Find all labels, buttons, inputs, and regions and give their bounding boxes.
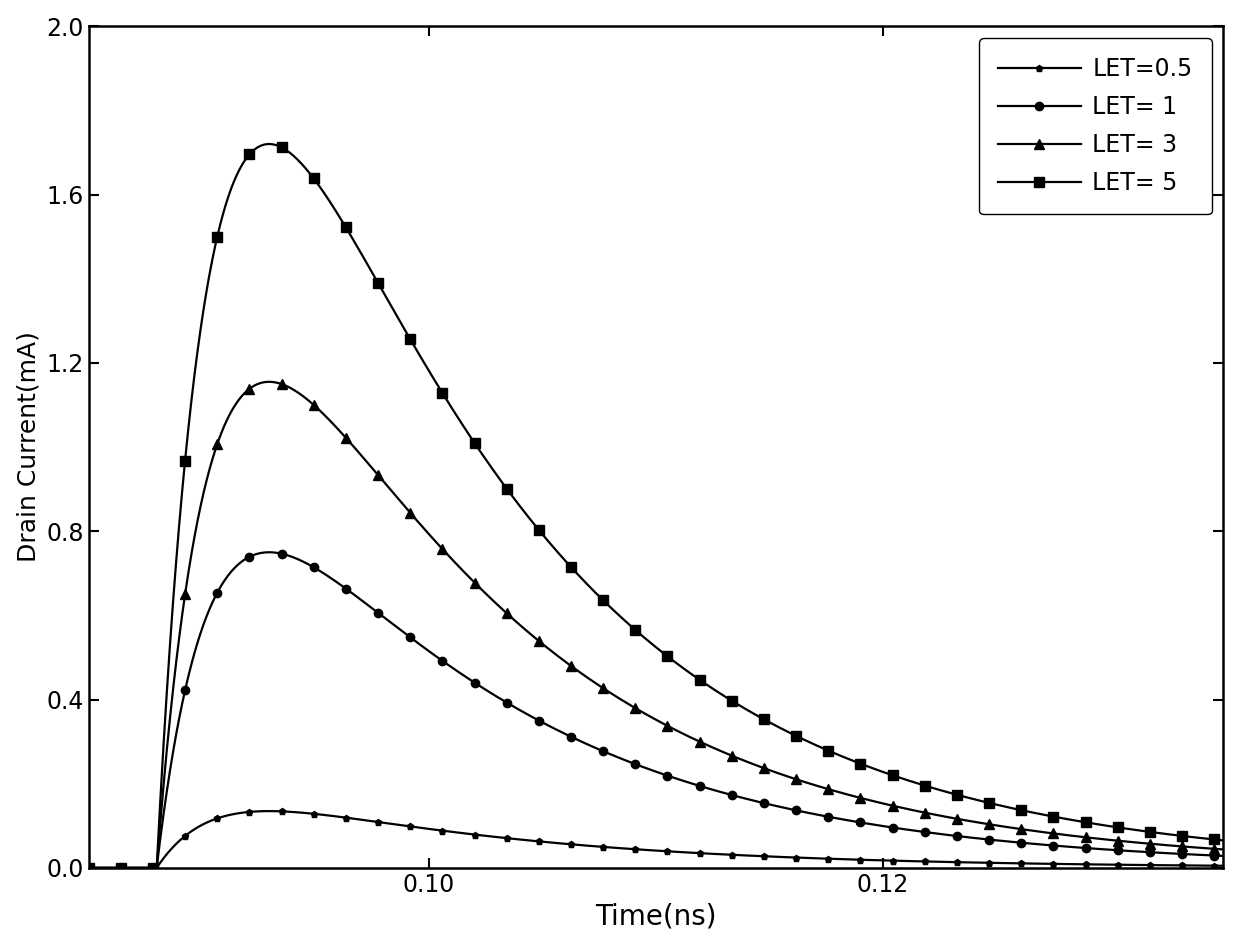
LET= 5 — [1216, 834, 1231, 846]
LET= 3 — [211, 437, 226, 448]
Line: LET= 1: LET= 1 — [84, 548, 1228, 872]
Line: LET=0.5: LET=0.5 — [86, 808, 1226, 871]
LET=0.5 — [262, 805, 277, 816]
LET=0.5 — [517, 834, 532, 846]
LET= 3 — [517, 623, 532, 634]
LET= 1 — [517, 706, 532, 718]
LET= 5 — [1194, 832, 1209, 844]
LET= 1 — [565, 732, 580, 743]
Legend: LET=0.5, LET= 1, LET= 3, LET= 5: LET=0.5, LET= 1, LET= 3, LET= 5 — [980, 38, 1211, 214]
LET= 1 — [211, 585, 226, 597]
LET=0.5 — [1216, 860, 1231, 871]
LET= 1 — [262, 546, 277, 558]
LET= 5 — [278, 144, 293, 155]
X-axis label: Time(ns): Time(ns) — [595, 902, 717, 930]
Y-axis label: Drain Current(mA): Drain Current(mA) — [16, 331, 41, 563]
LET= 5 — [565, 563, 580, 575]
LET= 3 — [565, 662, 580, 673]
Line: LET= 3: LET= 3 — [84, 377, 1228, 873]
LET=0.5 — [211, 813, 226, 824]
LET=0.5 — [1194, 860, 1209, 871]
LET=0.5 — [81, 862, 95, 873]
LET=0.5 — [1071, 859, 1086, 870]
LET= 5 — [1071, 815, 1086, 827]
LET= 5 — [262, 138, 277, 150]
LET= 1 — [278, 549, 293, 561]
LET= 3 — [1071, 831, 1086, 842]
LET= 5 — [517, 506, 532, 517]
LET= 1 — [1194, 849, 1209, 861]
LET= 3 — [1216, 844, 1231, 855]
LET= 5 — [81, 862, 95, 873]
LET=0.5 — [278, 806, 293, 817]
LET= 3 — [278, 380, 293, 391]
LET= 3 — [1194, 842, 1209, 853]
LET= 3 — [262, 376, 277, 387]
LET= 3 — [81, 862, 95, 873]
LET= 1 — [81, 862, 95, 873]
LET= 5 — [211, 228, 226, 240]
Line: LET= 5: LET= 5 — [84, 139, 1228, 873]
LET=0.5 — [565, 839, 580, 850]
LET= 1 — [1071, 842, 1086, 853]
LET= 1 — [1216, 850, 1231, 862]
